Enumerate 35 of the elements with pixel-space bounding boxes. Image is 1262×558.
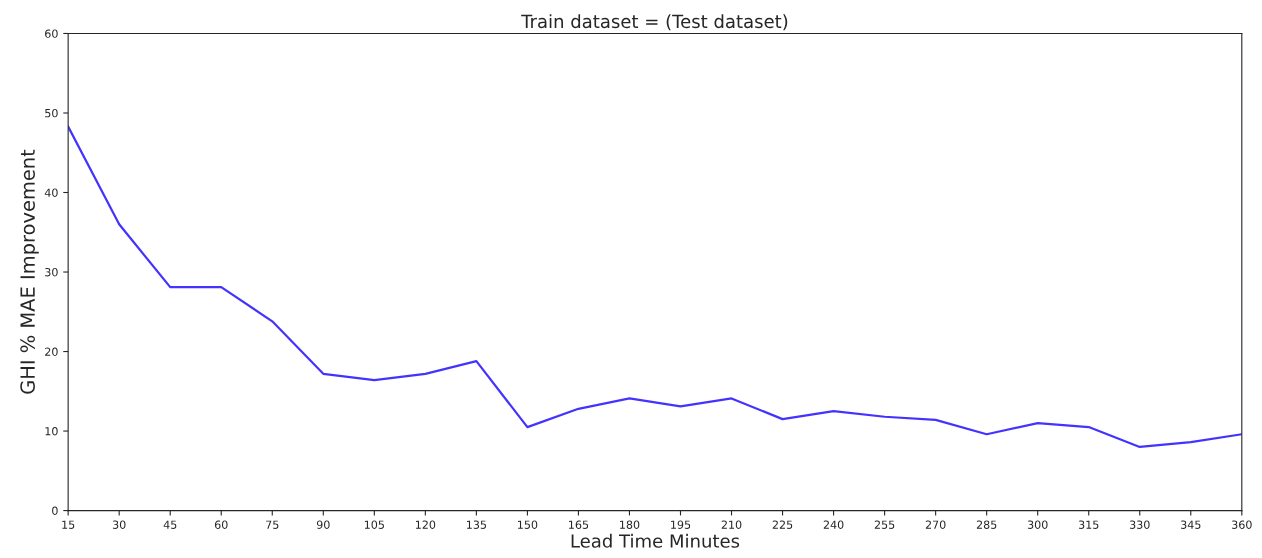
- x-tick-label: 75: [266, 520, 279, 529]
- x-tick-label: 195: [671, 520, 691, 529]
- x-tick-label: 150: [518, 520, 538, 529]
- y-tick-label: 10: [45, 427, 58, 436]
- y-tick-label: 30: [45, 268, 58, 277]
- x-tick-label: 240: [823, 520, 844, 529]
- y-tick-label: 60: [45, 29, 58, 38]
- x-tick-label: 300: [1027, 520, 1048, 529]
- x-tick-label: 135: [466, 520, 487, 529]
- x-tick-label: 165: [569, 520, 589, 529]
- y-tick-label: 0: [52, 506, 58, 515]
- x-tick-label: 315: [1078, 520, 1099, 529]
- x-tick-label: 45: [163, 520, 177, 529]
- x-tick-label: 60: [214, 520, 228, 529]
- y-tick-label: 20: [45, 347, 58, 356]
- y-axis-title: GHI % MAE Improvement: [20, 149, 39, 394]
- x-tick-label: 360: [1232, 520, 1252, 529]
- x-tick-label: 270: [925, 520, 946, 529]
- x-tick-label: 15: [62, 520, 75, 529]
- x-tick-label: 210: [721, 520, 742, 529]
- x-tick-label: 105: [364, 520, 384, 529]
- x-axis-title: Lead Time Minutes: [571, 533, 740, 548]
- x-tick-label: 90: [316, 520, 330, 529]
- x-tick-label: 345: [1181, 520, 1201, 529]
- x-tick-label: 330: [1129, 520, 1150, 529]
- x-tick-label: 225: [772, 520, 793, 529]
- x-tick-label: 120: [415, 520, 436, 529]
- x-tick-label: 285: [976, 520, 997, 529]
- y-tick-label: 50: [45, 108, 58, 118]
- line-series: [68, 125, 1242, 449]
- chart-title: Train dataset = (Test dataset): [521, 14, 788, 31]
- x-tick-label: 255: [874, 520, 895, 529]
- x-tick-label: 30: [112, 520, 126, 529]
- x-tick-label: 180: [620, 520, 640, 529]
- y-tick-label: 40: [44, 188, 58, 197]
